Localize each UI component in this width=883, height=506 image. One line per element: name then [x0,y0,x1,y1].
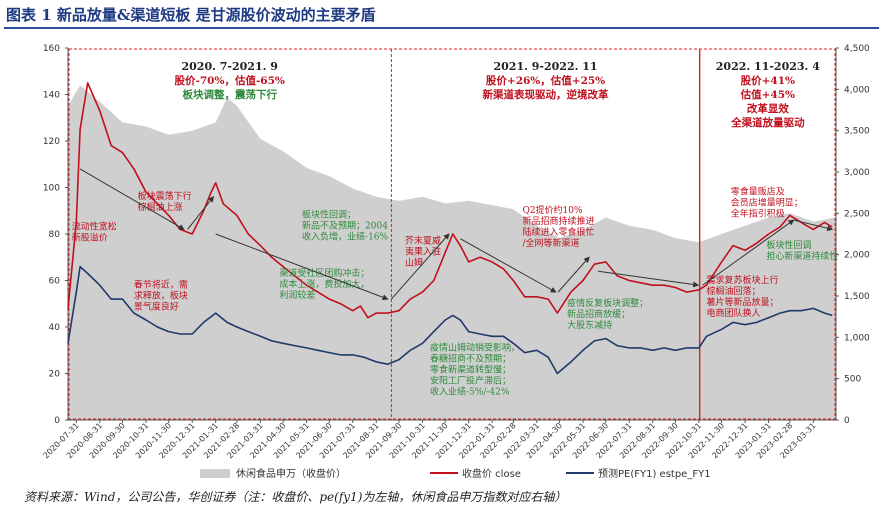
right-tick-label: 0 [844,416,850,426]
left-tick-label: 60 [49,277,61,287]
trend-arrow [598,270,700,288]
annotation-8-line: 春糖招商不及预期； [430,352,511,364]
annotation-3-line: 求释放，板块 [134,289,188,301]
left-tick-label: 160 [43,44,60,54]
right-tick-label: 3,000 [844,168,870,178]
annotation-4-line: 板块性回调； [302,209,356,221]
annotation-10-line: 全年指引积极 [731,207,785,219]
annotation-4-line: 新品不及预期；2004 [302,220,388,232]
annotation-6-line: 山姆 [405,256,423,268]
annotation-5-line: 成本上涨，费投加大， [279,278,369,290]
right-tick-label: 4,000 [844,85,870,95]
right-tick-label: 2,000 [844,251,870,261]
legend-label-close: 收盘价 close [462,467,521,480]
left-tick-label: 120 [43,137,60,147]
left-tick-label: 100 [43,184,60,194]
right-tick-label: 1,500 [844,292,870,302]
annotation-6-line: 夷果入驻 [405,245,441,257]
trend-arrow [557,256,590,293]
trend-arrow [460,238,557,293]
title-divider [4,27,879,29]
period-3-driver: 估值+45% [740,88,795,101]
annotation-1-line: 流动性宽松 [72,220,117,232]
period-1-range: 2020. 7-2021. 9 [181,60,277,73]
period-3-line3: 改革显效 [747,102,789,115]
close-price-line [67,82,833,319]
period-2-driver: 新渠道表现驱动，逆境改革 [483,88,609,101]
period-3-range: 2022. 11-2023. 4 [716,60,820,73]
annotation-10-line: 会员店增量明显； [731,196,803,208]
annotation-8-line: 收入业绩-5%/-42% [430,385,510,397]
annotation-2-line: 板块震荡下行 [138,190,192,202]
period-frame [68,48,836,420]
period-1-change: 股价-70%，估值-65% [175,74,285,87]
annotation-5-line: 渠道受社区团购冲击； [279,267,369,279]
annotation-10-line: 零食量贩店及 [731,185,785,197]
trend-arrow [187,196,215,230]
annotation-5-line: 利润较差 [279,289,315,301]
annotation-1-line: 新股溢价 [72,231,108,243]
annotation-7-line: 新品招商持续推进 [522,215,594,227]
left-tick-label: 80 [49,230,61,240]
annotation-7-line: /全网等新渠道 [522,237,579,249]
right-tick-label: 2,500 [844,209,870,219]
right-tick-label: 500 [844,375,861,385]
left-tick-label: 40 [49,323,61,333]
period-3-line4: 全渠道放量驱动 [730,116,805,129]
annotation-7-line: Q2提价约10% [522,204,583,216]
trend-arrow [793,219,834,232]
annotation-9-line: 新品招商放缓； [567,308,630,320]
right-tick-label: 1,000 [844,333,870,343]
trend-arrow [391,233,450,300]
pe-fy1-line [67,265,833,375]
legend-label-pe: 预测PE(FY1) estpe_FY1 [598,467,711,480]
left-tick-label: 20 [49,370,61,380]
annotation-9-line: 疫情反复板块调整； [567,297,648,309]
annotation-3-line: 春节将近，需 [134,278,188,290]
annotation-11-line: 电商团队换人 [706,307,760,319]
trend-arrow [702,219,795,286]
source-note: 资料来源：Wind，公司公告，华创证券（注：收盘价、pe(fy1)为左轴，休闲食… [24,490,567,504]
figure-title: 图表 1 新品放量&渠道短板 是甘源股价波动的主要矛盾 [6,6,376,24]
legend-swatch-index [200,469,230,478]
period-2-change: 股价+26%，估值+25% [486,74,605,87]
left-tick-label: 140 [43,91,60,101]
period-2-range: 2021. 9-2022. 11 [493,60,597,73]
annotation-6-line: 芥末夏威 [405,234,441,246]
right-tick-label: 3,500 [844,127,870,137]
annotation-8-line: 安阳工厂投产滞后； [430,374,511,386]
annotation-2-line: 棕榈油上涨 [138,201,183,213]
annotation-9-line: 大股东减持 [567,319,612,331]
annotation-4-line: 收入负增，业绩-16% [302,231,388,243]
trend-arrow [79,168,185,230]
period-1-driver: 板块调整，震荡下行 [182,88,277,101]
period-3-change: 股价+41% [741,75,795,87]
annotation-8-line: 零食新渠道转型慢； [430,363,511,375]
left-tick-label: 0 [54,416,60,426]
legend-label-index: 休闲食品申万（收盘价） [236,467,346,480]
annotation-7-line: 陆续进入零食很忙 [522,226,594,238]
annotation-12-line: 板块性回调 [766,239,811,251]
annotation-11-line: 需求复苏板块上行 [706,274,778,286]
annotation-12-line: 担心新渠道持续性 [766,250,838,262]
line-chart: 0 20 40 60 80 100 120 140 160 0 500 1,000 1,500 2,000… [42,44,871,480]
annotation-11-line: 薯片等新品放量； [706,296,778,308]
trend-arrow [215,233,389,301]
annotation-11-line: 棕榈油回落； [706,285,760,297]
annotation-8-line: 疫情山姆动销受影响， [430,341,520,353]
annotation-3-line: 景气度良好 [134,300,179,312]
right-tick-label: 4,500 [844,44,870,54]
